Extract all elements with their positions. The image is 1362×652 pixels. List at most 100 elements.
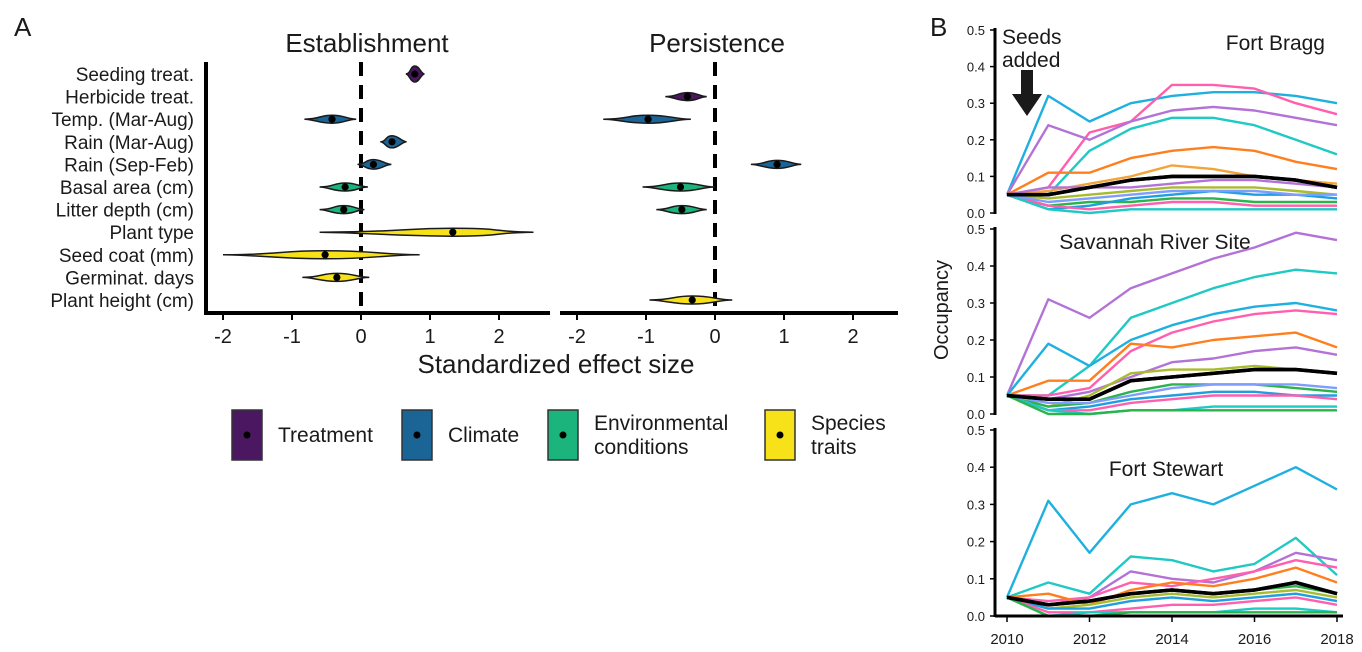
seeds-added-arrow-icon [1012, 70, 1042, 116]
fort-bragg-series-line-7 [1006, 178, 1338, 196]
persistence-mean-point-basal-area-cm [676, 183, 685, 191]
legend-swatch-species-traits [764, 409, 796, 461]
legend-label-species-traits: Species [811, 412, 886, 435]
fort-bragg-y-tick-label: 0.2 [967, 133, 985, 148]
establishment-violin-seed-coat-mm [222, 250, 420, 260]
x-axis-label: Standardized effect size [417, 349, 694, 379]
fort-stewart-x-tick-label: 2018 [1320, 631, 1353, 648]
establishment-mean-point-germinat-days [333, 273, 341, 281]
fort-bragg-series-line-13 [1006, 189, 1337, 204]
category-label-basal-area-cm: Basal area (cm) [60, 178, 194, 199]
fort-bragg-y-tick-label: 0.4 [967, 60, 985, 75]
persistence-x-tick-label: 2 [847, 326, 858, 348]
fort-stewart-x-tick-label: 2014 [1155, 631, 1188, 648]
savannah-river-site-series-line-12 [1006, 394, 1337, 416]
legend-swatch-dot [559, 431, 567, 439]
savannah-river-site-series-line-6 [1006, 346, 1338, 401]
savannah-river-site-series-line-13 [1006, 383, 1338, 405]
category-label-plant-height-cm: Plant height (cm) [50, 291, 194, 312]
establishment-title: Establishment [285, 28, 449, 58]
persistence-mean-point-rain-sep-feb [773, 160, 781, 168]
fort-bragg-title: Fort Bragg [1226, 32, 1325, 55]
legend-label-environmental-conditions: Environmental [594, 412, 728, 435]
fort-bragg-mean-line-overlay [1007, 174, 1338, 197]
persistence-mean-point-litter-depth-cm [678, 206, 686, 214]
fort-bragg-series-line-5 [1006, 145, 1338, 196]
fort-stewart-series-line-7 [1006, 588, 1338, 610]
fort-bragg-series-line-4 [1007, 116, 1338, 196]
fort-stewart-y-tick-label: 0.1 [967, 572, 985, 587]
fort-stewart-series-line-1 [1005, 466, 1338, 598]
savannah-river-site-series-line-1 [1005, 231, 1338, 396]
category-label-herbicide-treat: Herbicide treat. [65, 88, 194, 109]
persistence-mean-point-plant-height-cm [688, 296, 696, 304]
savannah-river-site-series-line-4 [1007, 309, 1338, 397]
persistence-x-tick-label: -2 [568, 326, 586, 348]
fort-stewart-series-line-5 [1006, 566, 1338, 606]
legend-label-climate: Climate [448, 424, 519, 447]
persistence-x-tick-label: 0 [709, 326, 720, 348]
fort-bragg-y-tick-label: 0.3 [967, 96, 985, 111]
fort-stewart-y-tick-label: 0.5 [967, 423, 985, 438]
fort-stewart-y-tick-label: 0.3 [967, 497, 985, 512]
legend-swatch-dot [243, 431, 251, 439]
fort-stewart-mean-line-overlay [1006, 580, 1338, 607]
establishment-mean-point-litter-depth-cm [340, 206, 348, 214]
category-label-seed-coat-mm: Seed coat (mm) [59, 246, 194, 267]
fort-bragg-y-tick-label: 0.5 [967, 23, 985, 38]
savannah-river-site-y-tick-label: 0.0 [967, 407, 985, 422]
persistence-mean-point-herbicide-treat [683, 93, 692, 101]
fort-bragg-y-tick-label: 0.0 [967, 206, 985, 221]
fort-bragg-series-line-9 [1006, 186, 1338, 200]
panel-b-letter: B [930, 12, 947, 42]
establishment-mean-point-temp-mar-aug [328, 115, 336, 123]
fort-stewart-y-tick-label: 0.4 [967, 460, 985, 475]
category-label-litter-depth-cm: Litter depth (cm) [56, 201, 194, 222]
category-label-rain-sep-feb: Rain (Sep-Feb) [64, 155, 194, 176]
fort-stewart-series-line-9 [1006, 596, 1338, 614]
fort-stewart-y-tick-label: 0.0 [967, 609, 985, 624]
establishment-violin-plant-type [319, 227, 534, 237]
fort-stewart-series-line-4 [1006, 559, 1338, 603]
savannah-river-site-y-tick-label: 0.1 [967, 370, 985, 385]
fort-bragg-series-line-3 [1005, 105, 1338, 196]
savannah-river-site-series-line-8 [1006, 383, 1338, 408]
savannah-river-site-y-tick-label: 0.2 [967, 333, 985, 348]
legend-swatch-dot [413, 431, 421, 439]
savannah-river-site-series-line-9 [1006, 390, 1337, 412]
panel-a: Establishment Persistence Seeding treat.… [50, 28, 898, 379]
establishment-mean-point-seed-coat-mm [321, 251, 329, 259]
fort-stewart-y-tick-label: 0.2 [967, 535, 985, 550]
establishment-mean-point-seeding-treat [411, 70, 419, 78]
savannah-river-site-y-tick-label: 0.4 [967, 259, 985, 274]
fort-stewart-title: Fort Stewart [1109, 458, 1224, 481]
fort-stewart-x-tick-label: 2016 [1238, 631, 1271, 648]
savannah-river-site-title: Savannah River Site [1059, 231, 1250, 254]
category-label-seeding-treat: Seeding treat. [76, 65, 194, 86]
fort-bragg-series-line-12 [1006, 193, 1337, 215]
legend-label-treatment: Treatment [278, 424, 373, 447]
savannah-river-site-y-tick-label: 0.3 [967, 296, 985, 311]
panel-b: Occupancy 0.0 0.1 0.2 0.3 0.4 0.5 Fort Bragg Se… [931, 23, 1354, 648]
occupancy-axis-label: Occupancy [931, 260, 953, 360]
panel-a-axes: -2 -1 0 1 2 -2 -1 0 1 2 [204, 62, 898, 348]
savannah-river-site-series-line-2 [1007, 268, 1338, 397]
fort-bragg-series-line-1 [1005, 90, 1338, 196]
establishment-x-tick-label: 2 [493, 326, 504, 348]
persistence-title: Persistence [649, 28, 785, 58]
establishment-x-tick-label: 0 [355, 326, 366, 348]
legend-swatch-dot [776, 431, 784, 439]
establishment-mean-point-rain-sep-feb [369, 160, 378, 168]
fort-bragg-series-line-11 [1006, 193, 1337, 211]
category-label-germinat-days: Germinat. days [65, 268, 194, 289]
fort-stewart-series-line-8 [1006, 592, 1338, 610]
fort-stewart-x-tick-label: 2010 [990, 631, 1023, 648]
savannah-river-site-y-tick-label: 0.5 [967, 222, 985, 237]
savannah-river-site-series-line-5 [1006, 331, 1338, 397]
savannah-river-site-chart: 0.0 0.1 0.2 0.3 0.4 0.5 Savannah River Site [967, 222, 1338, 422]
persistence-x-tick-label: 1 [778, 326, 789, 348]
fort-bragg-series-line-8 [1006, 193, 1337, 207]
